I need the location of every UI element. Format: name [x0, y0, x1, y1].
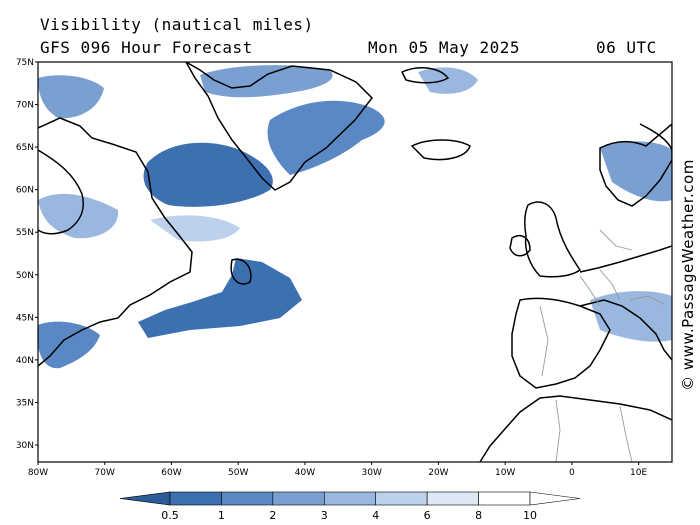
- lat-tick-label: 65N: [16, 143, 34, 153]
- lon-tick-label: 10W: [495, 468, 515, 478]
- legend-label: 3: [321, 509, 328, 522]
- legend-arrow-low: [119, 491, 171, 506]
- border-switzerland: [629, 295, 665, 305]
- france-italy-coast: [579, 299, 672, 361]
- forecast-time: 06 UTC: [596, 38, 657, 57]
- legend-label: 8: [475, 509, 482, 522]
- lat-tick-label: 55N: [16, 228, 34, 238]
- iceland-coast: [410, 139, 471, 161]
- border-algeria-libya: [619, 405, 633, 462]
- fog-zone-svalbard: [418, 67, 478, 94]
- lat-tick-label: 30N: [16, 441, 34, 451]
- lon-tick-label: 30W: [362, 468, 382, 478]
- fog-zone-north-atlantic: [150, 215, 240, 242]
- norway-north-coast: [639, 123, 672, 151]
- fog-zone-arctic-canada: [38, 75, 104, 119]
- border-morocco-algeria: [555, 399, 561, 462]
- lat-tick-label: 50N: [16, 271, 34, 281]
- fog-zone-labrador-sea: [143, 142, 273, 207]
- legend-label: 2: [269, 509, 276, 522]
- lat-tick-label: 75N: [16, 58, 34, 68]
- greenland-coast: [185, 62, 373, 191]
- fog-zone-us-east-coast: [38, 321, 100, 369]
- border-denmark: [599, 229, 633, 251]
- legend-swatch: [478, 491, 531, 506]
- lat-tick-label: 40N: [16, 356, 34, 366]
- legend-swatch: [169, 491, 222, 506]
- lat-tick-label: 35N: [16, 398, 34, 408]
- coastlines: [38, 62, 672, 462]
- forecast-subtitle: GFS 096 Hour Forecast: [40, 38, 253, 57]
- map-title: Visibility (nautical miles): [40, 15, 314, 34]
- legend-swatch: [426, 491, 479, 506]
- legend-arrow-high: [529, 491, 581, 506]
- ireland-coast: [509, 234, 531, 257]
- fog-zone-hudson: [38, 193, 119, 239]
- svalbard-coast: [400, 66, 450, 84]
- forecast-date: Mon 05 May 2025: [368, 38, 520, 57]
- legend-label: 1: [218, 509, 225, 522]
- iberia-coast: [511, 297, 611, 389]
- newfoundland-coast: [230, 258, 252, 285]
- lon-tick-label: 70W: [95, 468, 115, 478]
- legend-label: 0.5: [161, 509, 179, 522]
- border-spain-portugal: [539, 305, 549, 377]
- legend-swatch: [221, 491, 274, 506]
- lon-tick-label: 10E: [630, 468, 647, 478]
- legend-label: 4: [372, 509, 379, 522]
- longitude-ticks: 80W 70W 60W 50W 40W 30W 20W 10W 0 10E: [28, 462, 648, 478]
- fog-zone-baffin-bay: [200, 65, 333, 98]
- lon-tick-label: 50W: [228, 468, 248, 478]
- latitude-ticks: 75N 70N 65N 60N 55N 50N 45N 40N 35N 30N: [16, 58, 38, 451]
- lat-tick-label: 60N: [16, 186, 34, 196]
- legend-swatch: [272, 491, 325, 506]
- legend-swatch: [323, 491, 377, 506]
- fog-zone-newfoundland: [138, 258, 302, 338]
- lat-tick-label: 45N: [16, 313, 34, 323]
- lon-tick-label: 60W: [161, 468, 181, 478]
- north-africa-coast: [479, 395, 672, 462]
- great-britain-coast: [523, 201, 582, 278]
- lon-tick-label: 0: [569, 468, 575, 478]
- country-borders: [539, 229, 665, 462]
- lon-tick-label: 20W: [428, 468, 448, 478]
- border-france-belgium: [579, 275, 601, 307]
- legend-label: 10: [523, 509, 537, 522]
- fog-zones: [38, 65, 672, 369]
- lon-tick-label: 40W: [295, 468, 315, 478]
- map-frame: [37, 61, 673, 463]
- border-germany-france: [599, 269, 621, 301]
- visibility-legend: 0.5 1 2 3 4 6 8 10: [119, 491, 581, 522]
- lat-tick-label: 70N: [16, 101, 34, 111]
- legend-swatch: [375, 491, 428, 506]
- north-sea-coast: [579, 245, 672, 273]
- legend-label: 6: [424, 509, 431, 522]
- scandinavia-coast: [599, 123, 672, 207]
- lon-tick-label: 80W: [28, 468, 48, 478]
- hudson-bay-coast: [38, 149, 84, 235]
- north-america-coast: [38, 117, 193, 367]
